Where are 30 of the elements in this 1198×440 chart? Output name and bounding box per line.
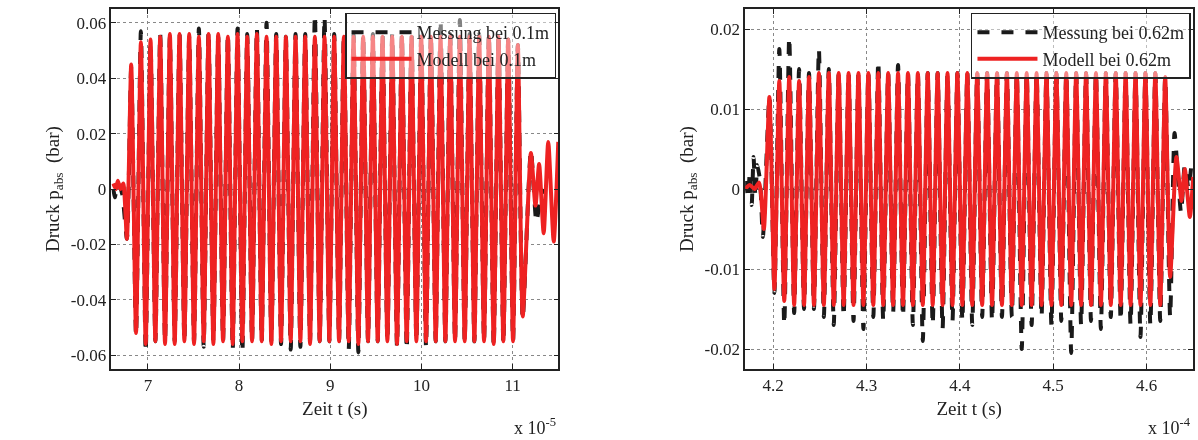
x-tick-label: 4.6	[1135, 376, 1158, 396]
legend-label: Modell bei 0.62m	[1042, 49, 1171, 70]
text: x 10$^{-5}$	[514, 415, 556, 438]
x-tick-label: 4.4	[949, 376, 971, 396]
y-tick-label: 0	[97, 179, 107, 199]
text: x 10$^{-4}$	[1148, 415, 1191, 438]
y-tick-label: -0.04	[70, 290, 107, 310]
x-tick-label: 7	[143, 376, 153, 396]
y-tick-label: 0.01	[710, 99, 741, 119]
x-tick-label: 9	[326, 376, 335, 396]
x-tick-label: 4.5	[1042, 376, 1064, 396]
x-tick-label: 8	[234, 376, 244, 396]
y-tick-label: -0.02	[704, 339, 741, 359]
line-series	[745, 71, 1194, 307]
legend-label: Modell bei 0.1m	[416, 49, 537, 70]
x-tick-label: 4.3	[855, 376, 878, 396]
x-axis-title: Zeit t (s)	[302, 398, 368, 421]
y-tick-label: 0.06	[76, 13, 107, 33]
y-tick-label: 0.02	[76, 124, 107, 144]
y-tick-label: 0.04	[76, 69, 107, 89]
x-tick-label: 4.2	[762, 376, 784, 396]
x-axis-title: Zeit t (s)	[936, 398, 1002, 421]
y-tick-label: 0	[731, 179, 741, 199]
y-tick-label: -0.01	[704, 259, 741, 279]
legend-label: Messung bei 0.62m	[1042, 23, 1184, 44]
y-tick-label: -0.02	[70, 235, 107, 255]
x-tick-label: 10	[412, 376, 430, 396]
y-tick-label: -0.06	[70, 346, 107, 366]
x-tick-label: 11	[504, 376, 521, 396]
y-tick-label: 0.02	[710, 19, 741, 39]
